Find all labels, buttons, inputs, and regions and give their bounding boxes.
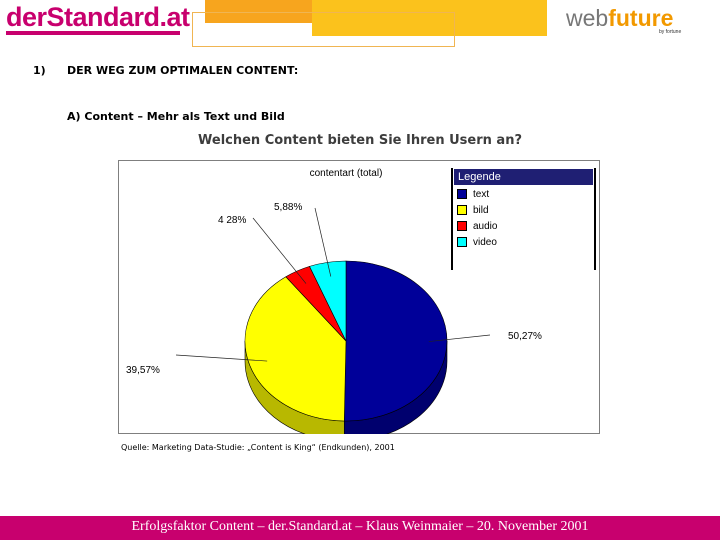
footer-text: Erfolgsfaktor Content – der.Standard.at … xyxy=(131,519,589,534)
leader-line-text xyxy=(428,334,491,342)
webfuture-logo: webfuture xyxy=(566,5,673,32)
legend-label-audio: audio xyxy=(473,220,498,232)
legend-item-text: text xyxy=(453,186,594,202)
legend-label-bild: bild xyxy=(473,204,489,216)
legend-swatch-video xyxy=(457,237,467,247)
legend-swatch-audio xyxy=(457,221,467,231)
legend-item-bild: bild xyxy=(453,202,594,218)
footer-bar: Erfolgsfaktor Content – der.Standard.at … xyxy=(0,516,720,540)
data-label-bild: 39,57% xyxy=(126,365,160,376)
chart-legend: Legende text bild audio video xyxy=(451,168,596,270)
leader-line-video xyxy=(314,207,332,277)
legend-swatch-text xyxy=(457,189,467,199)
data-label-text: 50,27% xyxy=(508,331,542,342)
section-title: DER WEG ZUM OPTIMALEN CONTENT: xyxy=(67,64,299,77)
header-decoration-frame xyxy=(192,12,455,47)
webfuture-logo-subtitle: by fortune xyxy=(659,29,682,35)
webfuture-logo-web: web xyxy=(566,5,609,31)
header-decoration-gold xyxy=(312,0,547,36)
data-label-audio: 4 28% xyxy=(218,215,246,226)
chart-title: contentart (total) xyxy=(310,168,383,179)
source-note: Quelle: Marketing Data-Studie: „Content … xyxy=(121,443,395,452)
derstandard-logo: derStandard.at xyxy=(6,2,190,32)
legend-title: Legende xyxy=(453,168,594,186)
legend-item-audio: audio xyxy=(453,218,594,234)
legend-swatch-bild xyxy=(457,205,467,215)
header-decoration-orange xyxy=(205,0,312,23)
section-number: 1) xyxy=(33,64,46,77)
legend-item-video: video xyxy=(453,234,594,250)
section-subtitle: A) Content – Mehr als Text und Bild xyxy=(67,110,285,123)
webfuture-logo-future: future xyxy=(608,5,674,31)
leader-line-bild xyxy=(175,354,268,362)
legend-label-text: text xyxy=(473,188,490,200)
logo-underline xyxy=(6,31,180,35)
data-label-video: 5,88% xyxy=(274,202,302,213)
pie-slice-bild xyxy=(244,276,347,422)
legend-label-video: video xyxy=(473,236,497,248)
chart-question: Welchen Content bieten Sie Ihren Usern a… xyxy=(198,133,522,148)
pie-chart: contentart (total) 50,27% 39,57% 4 28% 5,88… xyxy=(126,168,542,434)
pie-slice-text xyxy=(343,260,448,422)
leader-line-audio xyxy=(252,217,307,284)
